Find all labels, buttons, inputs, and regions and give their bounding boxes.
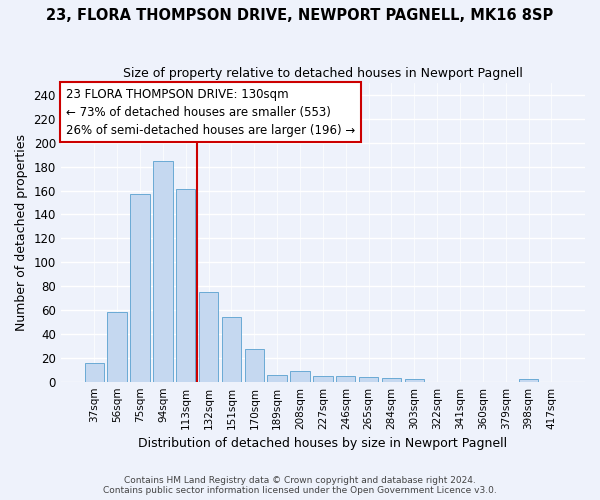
- Bar: [313, 376, 332, 382]
- Bar: [290, 371, 310, 382]
- Text: 23 FLORA THOMPSON DRIVE: 130sqm
← 73% of detached houses are smaller (553)
26% o: 23 FLORA THOMPSON DRIVE: 130sqm ← 73% of…: [66, 88, 355, 136]
- Bar: [85, 362, 104, 382]
- Bar: [359, 377, 379, 382]
- Bar: [153, 160, 173, 382]
- X-axis label: Distribution of detached houses by size in Newport Pagnell: Distribution of detached houses by size …: [139, 437, 508, 450]
- Bar: [130, 194, 150, 382]
- Bar: [222, 317, 241, 382]
- Bar: [199, 292, 218, 382]
- Bar: [245, 350, 264, 382]
- Bar: [107, 312, 127, 382]
- Bar: [382, 378, 401, 382]
- Bar: [404, 380, 424, 382]
- Text: 23, FLORA THOMPSON DRIVE, NEWPORT PAGNELL, MK16 8SP: 23, FLORA THOMPSON DRIVE, NEWPORT PAGNEL…: [46, 8, 554, 22]
- Bar: [519, 380, 538, 382]
- Text: Contains HM Land Registry data © Crown copyright and database right 2024.
Contai: Contains HM Land Registry data © Crown c…: [103, 476, 497, 495]
- Bar: [336, 376, 355, 382]
- Y-axis label: Number of detached properties: Number of detached properties: [15, 134, 28, 331]
- Bar: [176, 190, 196, 382]
- Bar: [268, 374, 287, 382]
- Title: Size of property relative to detached houses in Newport Pagnell: Size of property relative to detached ho…: [123, 68, 523, 80]
